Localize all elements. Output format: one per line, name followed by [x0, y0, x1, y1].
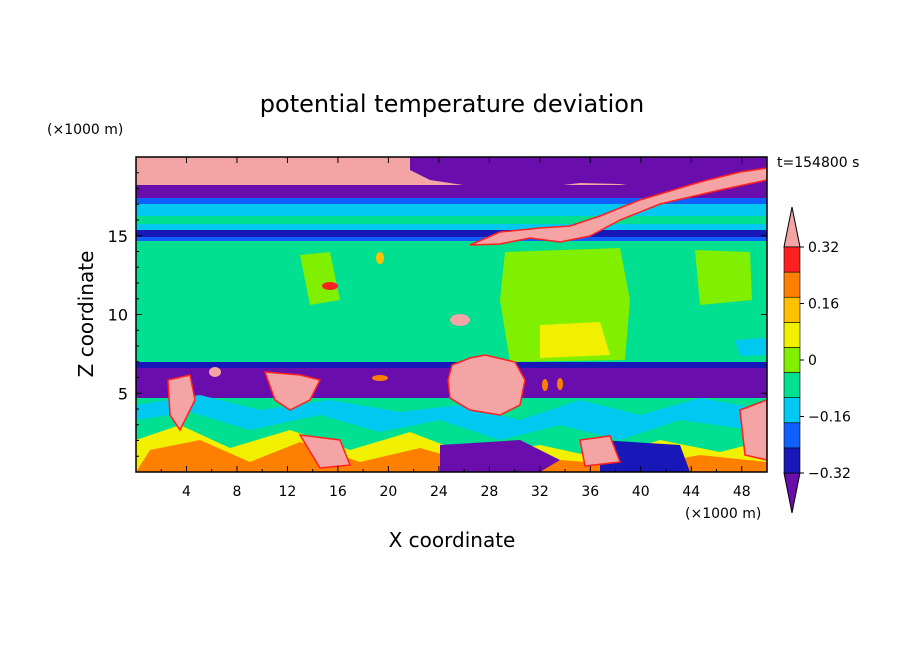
warm-spot: [322, 282, 338, 290]
colorbar-segment: [783, 372, 801, 398]
band-navy: [136, 230, 767, 237]
band-top-purple: [410, 157, 767, 190]
x-tick-label: 8: [232, 484, 241, 500]
warm-region-right: [695, 250, 752, 305]
band-green-1: [136, 216, 767, 224]
x-axis-label: X coordinate: [389, 528, 516, 552]
x-unit-label: (×1000 m): [685, 506, 761, 522]
colorbar-min-extension: [783, 472, 801, 514]
band-blue-2: [136, 237, 767, 241]
band-cyan-2: [136, 224, 767, 230]
colorbar-segment: [783, 447, 801, 474]
warm-spot: [557, 378, 563, 390]
x-tick-label: 28: [480, 484, 498, 500]
plume-far-right: [739, 399, 767, 461]
plume-lower-right: [579, 435, 622, 467]
colorbar-tick-label: 0: [808, 353, 817, 369]
colorbar-max-extension: [783, 206, 801, 248]
warm-region-left: [300, 252, 340, 305]
colorbar-segment: [783, 246, 801, 273]
colorbar-segment: [783, 397, 801, 424]
y-tick-label: 15: [108, 227, 128, 246]
x-tick-label: 4: [182, 484, 191, 500]
lower-purple-bottom: [440, 440, 560, 472]
colorbar-tick-label: 0.32: [808, 240, 839, 256]
warm-spot: [542, 379, 548, 391]
plume-lower-left: [298, 434, 352, 469]
plume-12km: [263, 371, 322, 411]
time-label: t=154800 s: [777, 155, 859, 171]
colorbar-tick-label: −0.16: [808, 410, 851, 426]
warm-filament: [469, 167, 767, 246]
colorbar: 0.32 0.16 0 −0.16 −0.32: [783, 206, 851, 514]
y-tick-label: 10: [108, 306, 128, 325]
plot-area: [136, 157, 767, 472]
y-tick-label: 5: [118, 384, 128, 403]
warm-core: [540, 322, 610, 358]
colorbar-tick-label: −0.32: [808, 466, 851, 482]
x-tick-label: 12: [279, 484, 297, 500]
x-axis: 4 8 12 16 20 24 28 32 36 40 44 48: [160, 157, 751, 500]
colorbar-segment: [783, 271, 801, 298]
plume-left: [167, 374, 196, 432]
x-tick-label: 16: [329, 484, 347, 500]
warm-anomaly: [447, 354, 526, 416]
warm-spot: [376, 252, 384, 264]
y-axis-label: Z coordinate: [74, 251, 98, 378]
warm-spot: [372, 375, 388, 381]
band-blue-1: [136, 198, 767, 204]
warm-spot: [209, 367, 221, 377]
colorbar-segment: [783, 422, 801, 449]
lower-navy-bottom: [600, 440, 690, 472]
y-unit-label: (×1000 m): [47, 122, 123, 138]
colorbar-segment: [783, 322, 801, 348]
x-tick-label: 36: [581, 484, 599, 500]
x-tick-label: 20: [379, 484, 397, 500]
x-tick-label: 32: [531, 484, 549, 500]
cool-spot: [735, 338, 767, 356]
band-cyan-1: [136, 204, 767, 216]
colorbar-segment: [783, 347, 801, 373]
x-tick-label: 48: [733, 484, 751, 500]
x-tick-label: 44: [682, 484, 700, 500]
colorbar-segment: [783, 296, 801, 323]
x-tick-label: 40: [632, 484, 650, 500]
y-axis: 5 10 15: [108, 172, 767, 457]
band-top-purple-lower: [136, 185, 767, 198]
chart-title: potential temperature deviation: [260, 90, 644, 118]
colorbar-tick-label: 0.16: [808, 297, 839, 313]
warm-spot: [450, 314, 470, 326]
x-tick-label: 24: [430, 484, 448, 500]
